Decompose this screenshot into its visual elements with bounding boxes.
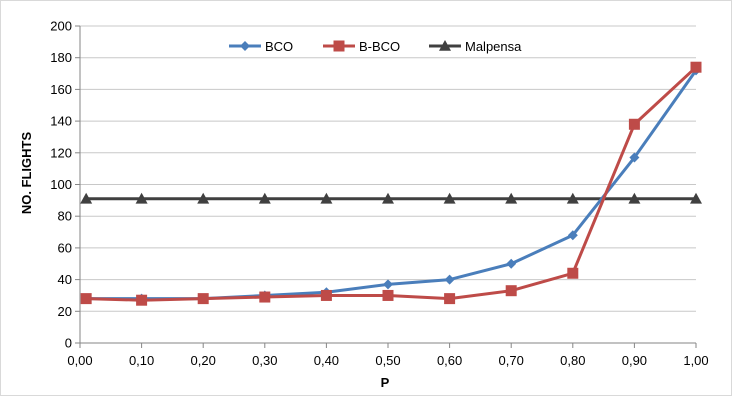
y-tick-label: 200 (50, 19, 72, 34)
series-markers (80, 61, 702, 306)
data-point-malpensa (628, 192, 641, 204)
data-point-b-bco (690, 61, 702, 73)
data-point-malpensa (382, 192, 394, 204)
data-point-b-bco (567, 267, 579, 279)
legend-item-bco: BCO (229, 39, 293, 54)
x-tick-label: 0,10 (129, 353, 154, 368)
data-point-b-bco (80, 293, 92, 305)
legend-label-bco: BCO (265, 39, 293, 54)
data-point-malpensa (566, 192, 579, 204)
x-tick-label: 0,40 (314, 353, 339, 368)
data-point-malpensa (80, 192, 93, 204)
data-point-malpensa (320, 192, 333, 204)
x-tick-label: 0,50 (375, 353, 400, 368)
legend-marker-b-bco (333, 40, 345, 52)
legend-item-b-bco: B-BCO (323, 39, 400, 54)
legend-label-b-bco: B-BCO (359, 39, 400, 54)
data-point-b-bco (444, 293, 456, 305)
y-tick-label: 100 (50, 177, 72, 192)
x-tick-label: 1,00 (683, 353, 708, 368)
x-tick-label: 0,70 (499, 353, 524, 368)
axes: 0 20 40 60 80 100 120 140 160 180 200 0,00 0,10 0,20 0… (50, 19, 708, 369)
y-tick-label: 0 (65, 336, 72, 351)
data-point-malpensa (197, 192, 210, 204)
y-axis-title: NO. FLIGHTS (19, 132, 34, 215)
data-point-malpensa (135, 192, 148, 204)
x-tick-label: 0,90 (622, 353, 647, 368)
data-point-malpensa (505, 192, 518, 204)
data-point-malpensa (258, 192, 271, 204)
x-tick-label: 0,80 (560, 353, 585, 368)
data-point-bco (567, 230, 578, 241)
series-line-b-bco (86, 66, 698, 302)
x-tick-label: 0,30 (252, 353, 277, 368)
y-tick-label: 40 (58, 272, 72, 287)
data-point-bco (383, 279, 393, 290)
legend-label-malpensa: Malpensa (465, 39, 522, 54)
y-tick-label: 180 (50, 50, 72, 65)
data-point-malpensa (443, 192, 456, 204)
gridlines (80, 25, 696, 344)
data-point-bco (506, 258, 517, 269)
series-lines (86, 66, 698, 302)
y-tick-label: 160 (50, 82, 72, 97)
legend-marker-malpensa (439, 40, 451, 51)
y-tick-label: 120 (50, 145, 72, 160)
data-point-b-bco (320, 289, 332, 301)
legend-marker-bco (240, 41, 250, 51)
data-point-b-bco (382, 289, 394, 301)
data-point-bco (444, 274, 455, 285)
x-tick-label: 0,60 (437, 353, 462, 368)
x-tick-label: 0,00 (67, 353, 92, 368)
y-tick-label: 80 (58, 209, 72, 224)
data-point-b-bco (259, 291, 271, 303)
x-tick-label: 0,20 (191, 353, 216, 368)
data-point-b-bco (136, 294, 148, 306)
y-tick-label: 20 (58, 304, 72, 319)
y-tick-label: 140 (50, 114, 72, 129)
y-tick-label: 60 (58, 240, 72, 255)
data-point-b-bco (628, 118, 640, 130)
data-point-b-bco (505, 285, 517, 297)
data-point-bco (629, 152, 640, 163)
legend-item-malpensa: Malpensa (429, 39, 522, 54)
data-point-b-bco (197, 293, 209, 305)
data-point-malpensa (690, 192, 702, 204)
x-axis-title: P (381, 375, 390, 390)
legend: BCO B-BCO Malpensa (229, 39, 522, 54)
